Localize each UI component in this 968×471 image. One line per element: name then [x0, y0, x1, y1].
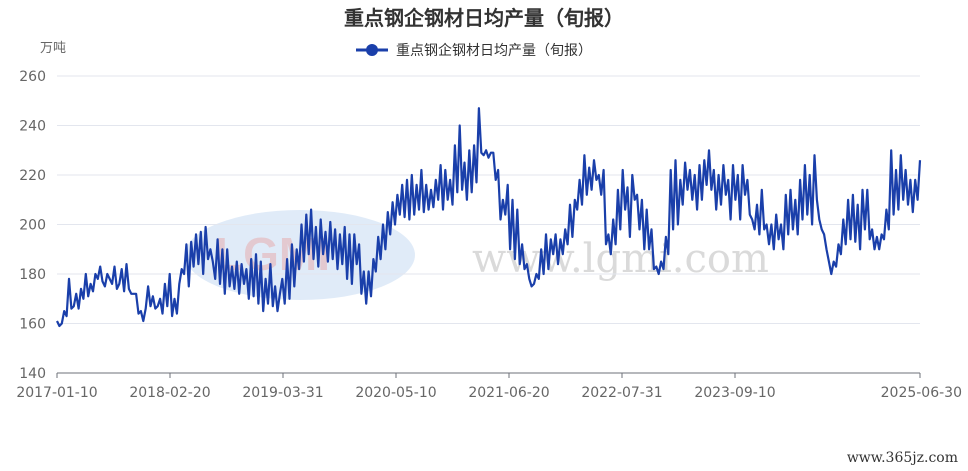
x-axis: 2017-01-10 2018-02-20 2019-03-31 2020-05-10…: [16, 372, 962, 401]
watermark-logo-text: LGMI: [215, 228, 330, 280]
y-axis-ticks: 140 160 180 200 220 240 260: [19, 69, 46, 382]
grid: [57, 75, 920, 324]
x-tick-label: 2025-06-30: [881, 385, 962, 401]
series-line: [56, 107, 922, 328]
footer-source: www.365jz.com: [847, 450, 958, 466]
chart-title: 重点钢企钢材日均产量（旬报）: [344, 6, 624, 30]
legend: 重点钢企钢材日均产量（旬报）: [356, 42, 592, 59]
y-tick-label: 240: [19, 119, 46, 135]
x-tick-label: 2021-06-20: [468, 385, 549, 401]
x-tick-label: 2017-01-10: [16, 385, 97, 401]
y-axis-unit: 万吨: [40, 41, 66, 56]
legend-marker: [366, 44, 378, 56]
x-tick-label: 2020-05-10: [355, 385, 436, 401]
x-tick-label: 2023-09-10: [694, 385, 775, 401]
y-tick-label: 220: [19, 168, 46, 184]
y-tick-label: 160: [19, 317, 46, 333]
y-tick-label: 140: [19, 366, 46, 382]
x-tick-label: 2019-03-31: [242, 385, 323, 401]
y-tick-label: 200: [19, 218, 46, 234]
y-tick-label: 260: [19, 69, 46, 85]
legend-label: 重点钢企钢材日均产量（旬报）: [396, 42, 592, 59]
y-tick-label: 180: [19, 267, 46, 283]
x-tick-label: 2018-02-20: [129, 385, 210, 401]
x-tick-label: 2022-07-31: [581, 385, 662, 401]
